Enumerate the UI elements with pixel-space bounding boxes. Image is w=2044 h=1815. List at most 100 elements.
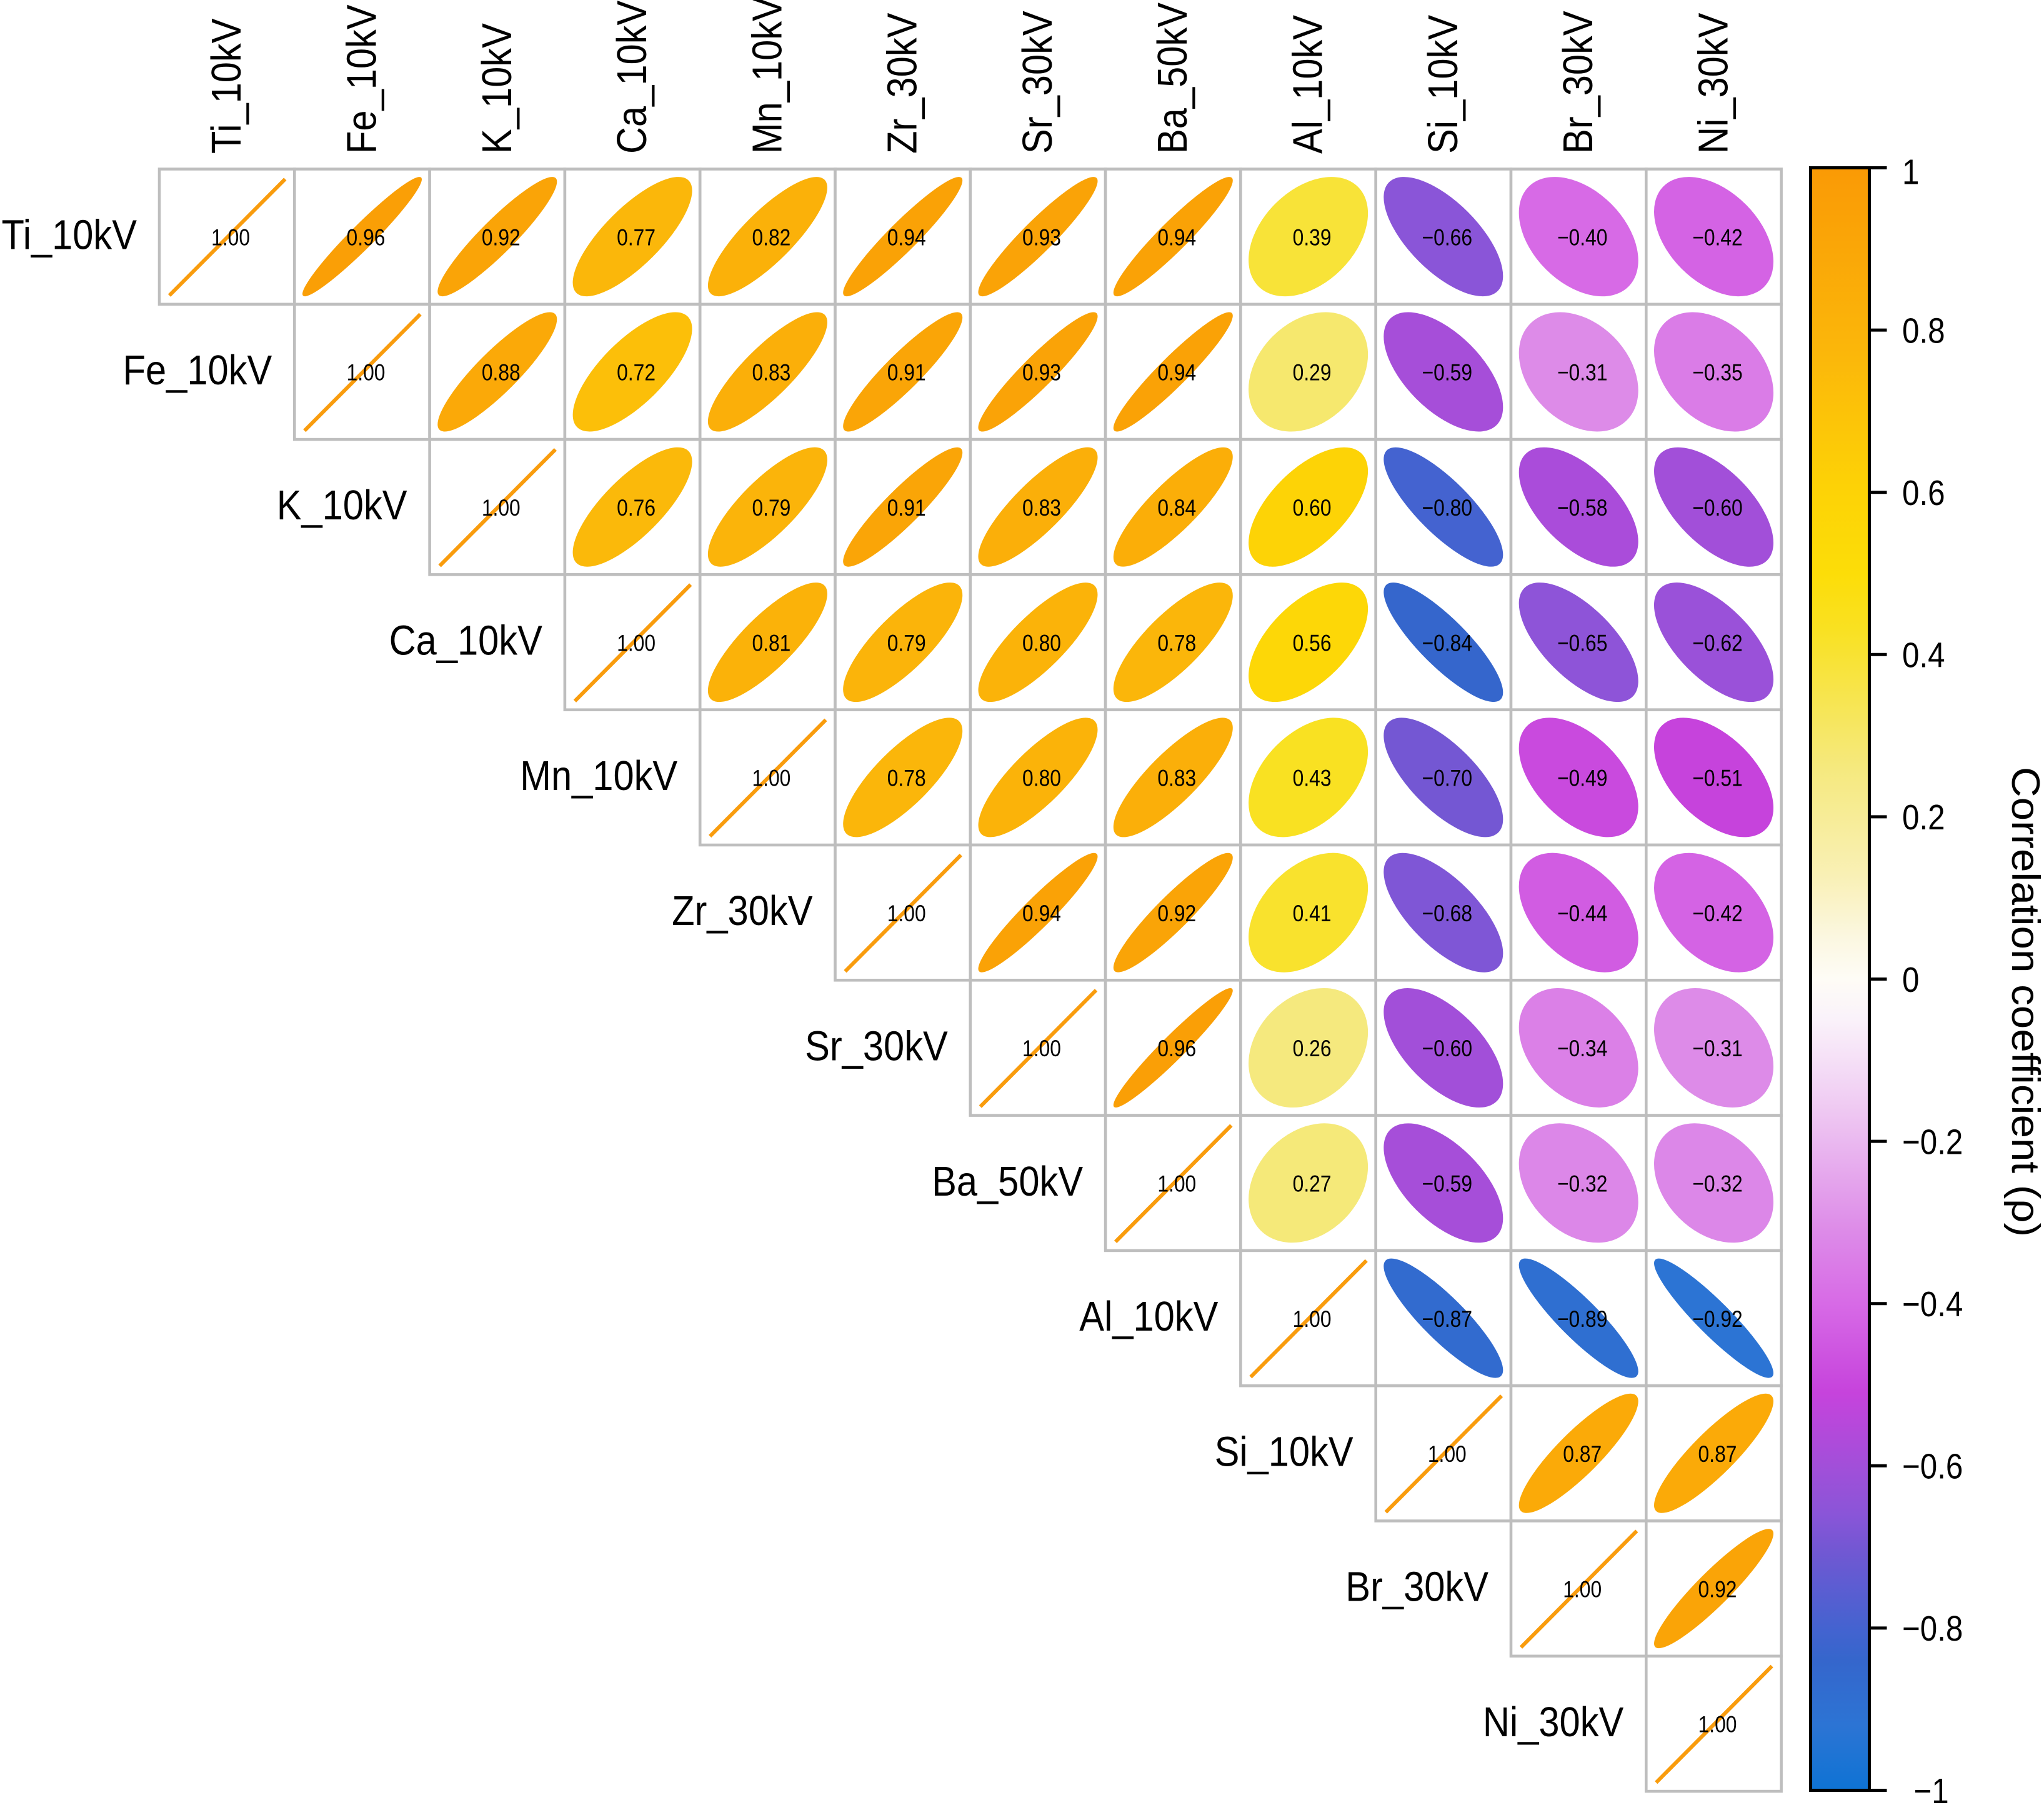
svg-text:K_10kV: K_10kV xyxy=(277,482,407,529)
svg-text:Zr_30kV: Zr_30kV xyxy=(672,888,813,934)
svg-text:Ba_50kV: Ba_50kV xyxy=(932,1158,1083,1205)
svg-text:Si_10kV: Si_10kV xyxy=(1215,1428,1354,1475)
svg-text:Ca_10kV: Ca_10kV xyxy=(609,0,656,154)
svg-text:0.81: 0.81 xyxy=(752,630,790,656)
svg-text:−0.84: −0.84 xyxy=(1422,630,1473,656)
svg-text:Fe_10kV: Fe_10kV xyxy=(339,4,386,154)
svg-text:0: 0 xyxy=(1902,960,1919,1000)
svg-text:0.72: 0.72 xyxy=(617,360,656,386)
svg-text:0.4: 0.4 xyxy=(1902,636,1945,676)
svg-text:−0.92: −0.92 xyxy=(1692,1306,1743,1332)
svg-text:−0.51: −0.51 xyxy=(1692,766,1743,791)
svg-text:0.83: 0.83 xyxy=(1022,495,1061,521)
svg-text:1.00: 1.00 xyxy=(1293,1306,1332,1332)
svg-text:1.00: 1.00 xyxy=(1022,1036,1061,1061)
svg-text:0.2: 0.2 xyxy=(1902,798,1945,838)
svg-text:Zr_30kV: Zr_30kV xyxy=(879,12,926,154)
svg-text:0.96: 0.96 xyxy=(347,224,386,250)
svg-text:0.82: 0.82 xyxy=(752,224,790,250)
svg-text:Ti_10kV: Ti_10kV xyxy=(2,212,137,259)
svg-text:−0.32: −0.32 xyxy=(1692,1171,1743,1197)
svg-text:1: 1 xyxy=(1902,152,1919,192)
svg-text:−0.8: −0.8 xyxy=(1902,1609,1963,1649)
svg-text:1.00: 1.00 xyxy=(1698,1712,1737,1738)
svg-text:−0.42: −0.42 xyxy=(1692,224,1743,250)
svg-text:−0.70: −0.70 xyxy=(1422,766,1473,791)
svg-text:Correlation coefficient (ρ): Correlation coefficient (ρ) xyxy=(2003,767,2044,1237)
svg-text:0.79: 0.79 xyxy=(887,630,926,656)
svg-text:Al_10kV: Al_10kV xyxy=(1285,15,1332,154)
svg-text:0.94: 0.94 xyxy=(1157,360,1196,386)
svg-text:1.00: 1.00 xyxy=(617,630,656,656)
svg-text:Mn_10kV: Mn_10kV xyxy=(744,0,790,154)
svg-text:K_10kV: K_10kV xyxy=(474,23,521,154)
svg-text:Sr_30kV: Sr_30kV xyxy=(805,1023,948,1070)
svg-text:0.60: 0.60 xyxy=(1293,495,1332,521)
svg-text:0.27: 0.27 xyxy=(1293,1171,1332,1197)
svg-text:0.83: 0.83 xyxy=(752,360,790,386)
svg-text:0.94: 0.94 xyxy=(1022,901,1061,926)
svg-text:−0.6: −0.6 xyxy=(1902,1447,1963,1487)
svg-text:−0.87: −0.87 xyxy=(1422,1306,1473,1332)
svg-text:−0.59: −0.59 xyxy=(1422,1171,1473,1197)
svg-text:−0.44: −0.44 xyxy=(1557,901,1608,926)
svg-text:−0.62: −0.62 xyxy=(1692,630,1743,656)
svg-text:−0.89: −0.89 xyxy=(1557,1306,1608,1332)
svg-text:−0.31: −0.31 xyxy=(1692,1036,1743,1061)
svg-text:−0.59: −0.59 xyxy=(1422,360,1473,386)
svg-text:−0.80: −0.80 xyxy=(1422,495,1473,521)
svg-text:−0.35: −0.35 xyxy=(1692,360,1743,386)
svg-text:−0.60: −0.60 xyxy=(1422,1036,1473,1061)
svg-text:0.6: 0.6 xyxy=(1902,473,1945,513)
svg-text:0.92: 0.92 xyxy=(1157,901,1196,926)
svg-text:Si_10kV: Si_10kV xyxy=(1420,15,1467,154)
svg-text:0.93: 0.93 xyxy=(1022,224,1061,250)
svg-text:0.76: 0.76 xyxy=(617,495,656,521)
svg-text:Br_30kV: Br_30kV xyxy=(1345,1564,1488,1611)
svg-text:−0.2: −0.2 xyxy=(1902,1122,1963,1162)
svg-text:Fe_10kV: Fe_10kV xyxy=(123,347,272,394)
svg-text:−1: −1 xyxy=(1914,1771,1949,1811)
svg-text:0.43: 0.43 xyxy=(1293,766,1332,791)
svg-text:0.87: 0.87 xyxy=(1563,1441,1602,1467)
svg-text:−0.31: −0.31 xyxy=(1557,360,1608,386)
svg-text:0.87: 0.87 xyxy=(1698,1441,1737,1467)
svg-text:Sr_30kV: Sr_30kV xyxy=(1014,11,1061,154)
svg-text:Mn_10kV: Mn_10kV xyxy=(520,752,677,799)
svg-text:0.41: 0.41 xyxy=(1293,901,1332,926)
svg-text:0.88: 0.88 xyxy=(482,360,521,386)
svg-text:0.93: 0.93 xyxy=(1022,360,1061,386)
svg-text:−0.66: −0.66 xyxy=(1422,224,1473,250)
svg-text:0.92: 0.92 xyxy=(482,224,521,250)
svg-text:0.91: 0.91 xyxy=(887,360,926,386)
svg-text:1.00: 1.00 xyxy=(1563,1576,1602,1602)
svg-text:1.00: 1.00 xyxy=(1428,1441,1467,1467)
svg-text:−0.4: −0.4 xyxy=(1902,1284,1963,1324)
svg-text:Ba_50kV: Ba_50kV xyxy=(1149,2,1196,154)
svg-text:−0.40: −0.40 xyxy=(1557,224,1608,250)
svg-text:0.77: 0.77 xyxy=(617,224,656,250)
svg-text:0.56: 0.56 xyxy=(1293,630,1332,656)
svg-text:−0.34: −0.34 xyxy=(1557,1036,1608,1061)
svg-text:−0.58: −0.58 xyxy=(1557,495,1608,521)
svg-text:0.94: 0.94 xyxy=(1157,224,1196,250)
svg-text:1.00: 1.00 xyxy=(347,360,386,386)
svg-text:−0.42: −0.42 xyxy=(1692,901,1743,926)
svg-text:0.83: 0.83 xyxy=(1157,766,1196,791)
svg-text:0.78: 0.78 xyxy=(1157,630,1196,656)
svg-text:−0.49: −0.49 xyxy=(1557,766,1608,791)
svg-text:Ni_30kV: Ni_30kV xyxy=(1483,1699,1624,1746)
svg-text:−0.68: −0.68 xyxy=(1422,901,1473,926)
svg-text:0.91: 0.91 xyxy=(887,495,926,521)
svg-text:−0.32: −0.32 xyxy=(1557,1171,1608,1197)
svg-text:0.79: 0.79 xyxy=(752,495,790,521)
svg-text:−0.65: −0.65 xyxy=(1557,630,1608,656)
svg-text:1.00: 1.00 xyxy=(482,495,521,521)
svg-text:0.96: 0.96 xyxy=(1157,1036,1196,1061)
svg-text:1.00: 1.00 xyxy=(887,901,926,926)
svg-text:0.94: 0.94 xyxy=(887,224,926,250)
svg-text:0.8: 0.8 xyxy=(1902,311,1945,351)
svg-text:Ti_10kV: Ti_10kV xyxy=(203,18,250,154)
svg-text:Br_30kV: Br_30kV xyxy=(1555,11,1602,154)
svg-text:1.00: 1.00 xyxy=(211,224,250,250)
